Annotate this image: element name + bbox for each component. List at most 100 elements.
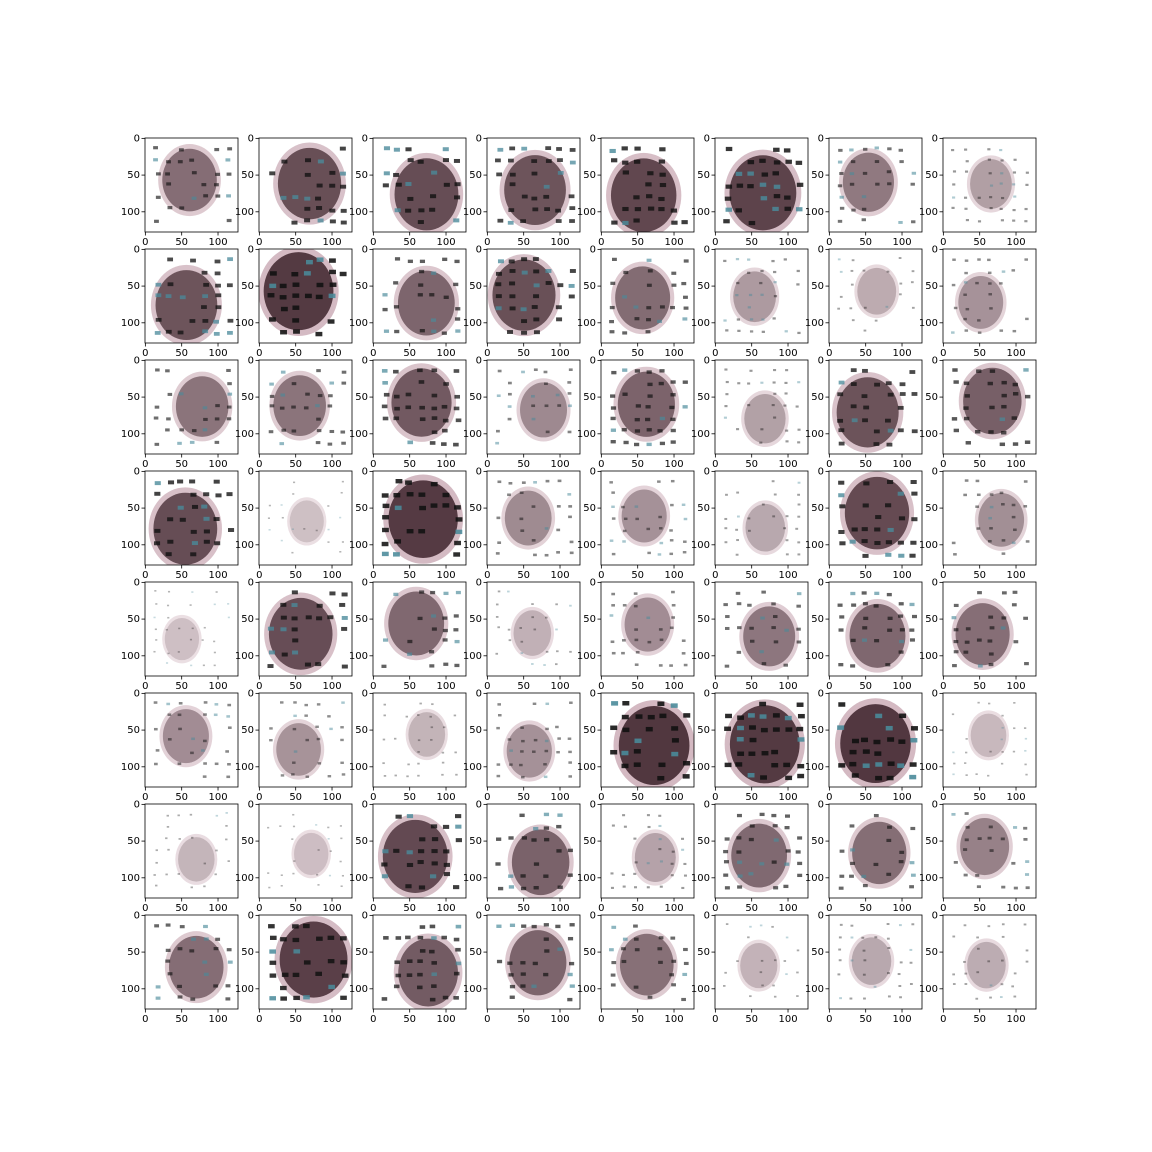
artifact xyxy=(861,527,868,532)
blob-core xyxy=(955,603,1010,666)
artifact xyxy=(773,270,777,274)
artifact xyxy=(509,749,513,752)
artifact xyxy=(910,281,914,284)
artifact xyxy=(797,503,801,506)
artifact xyxy=(495,603,499,606)
artifact xyxy=(533,294,540,299)
artifact xyxy=(203,529,210,534)
artifact xyxy=(773,368,777,372)
artifact xyxy=(545,281,552,285)
artifact xyxy=(647,206,655,211)
artifact xyxy=(1001,503,1005,506)
artifact xyxy=(735,762,743,767)
x-tick-label: 0 xyxy=(712,237,718,248)
artifact xyxy=(454,394,461,399)
y-tick-label: 50 xyxy=(925,947,938,958)
artifact xyxy=(634,738,642,744)
artifact xyxy=(622,331,628,335)
x-tick-label: 100 xyxy=(664,237,683,248)
artifact xyxy=(797,515,801,518)
axes-frame xyxy=(942,581,1037,677)
axes-frame xyxy=(258,692,353,788)
artifact xyxy=(567,381,572,384)
artifact xyxy=(749,639,755,643)
artifact xyxy=(165,552,172,557)
artifact xyxy=(977,196,981,199)
artifact xyxy=(850,664,856,668)
y-tick-label: 50 xyxy=(583,947,596,958)
artifact xyxy=(977,258,981,261)
artifact xyxy=(520,652,524,655)
artifact xyxy=(190,836,194,839)
artifact xyxy=(383,171,390,176)
artifact xyxy=(725,713,732,719)
artifact xyxy=(861,394,868,399)
artifact xyxy=(394,329,400,334)
x-tick-label: 0 xyxy=(598,348,604,359)
artifact xyxy=(454,259,460,264)
artifact xyxy=(759,281,763,285)
artifact xyxy=(443,591,449,596)
artifact xyxy=(203,539,210,544)
artifact xyxy=(1012,171,1017,174)
artifact xyxy=(772,824,778,828)
artifact xyxy=(453,369,460,373)
artifact xyxy=(622,701,630,706)
artifact xyxy=(507,392,512,396)
artifact xyxy=(965,738,968,740)
artifact xyxy=(177,479,184,484)
y-tick-label: 0 xyxy=(590,688,596,699)
y-tick-label: 50 xyxy=(355,947,368,958)
artifact xyxy=(569,540,574,544)
artifact xyxy=(544,749,549,753)
artifact xyxy=(989,369,996,373)
artifact xyxy=(873,862,879,867)
artifact xyxy=(292,813,295,816)
y-tick-label: 100 xyxy=(463,651,482,662)
artifact xyxy=(509,269,516,273)
artifact xyxy=(315,196,322,201)
artifact xyxy=(747,306,751,309)
artifact xyxy=(544,837,550,842)
artifact xyxy=(963,406,969,410)
blob-core xyxy=(273,375,326,437)
artifact xyxy=(898,739,906,744)
blob-core xyxy=(408,712,446,757)
artifact xyxy=(634,159,641,164)
artifact xyxy=(736,602,742,606)
artifact xyxy=(735,171,743,176)
x-tick-label: 50 xyxy=(403,459,416,470)
x-tick-label: 50 xyxy=(289,681,302,692)
image xyxy=(715,804,808,898)
y-tick-label: 100 xyxy=(691,207,710,218)
artifact xyxy=(429,650,435,654)
artifact xyxy=(862,749,870,754)
x-tick-label: 50 xyxy=(859,348,872,359)
artifact xyxy=(658,159,666,164)
artifact xyxy=(280,539,283,542)
artifact xyxy=(783,148,791,153)
y-tick-label: 0 xyxy=(590,355,596,366)
artifact xyxy=(417,959,423,963)
artifact xyxy=(838,702,846,707)
artifact xyxy=(508,481,513,485)
y-tick-label: 0 xyxy=(932,688,938,699)
artifact xyxy=(670,874,674,877)
artifact xyxy=(443,872,451,877)
artifact xyxy=(293,714,297,718)
artifact xyxy=(226,194,231,198)
artifact xyxy=(315,725,319,728)
artifact xyxy=(862,418,868,423)
artifact xyxy=(1000,219,1004,222)
y-tick-label: 50 xyxy=(241,836,254,847)
artifact xyxy=(953,553,957,556)
artifact xyxy=(508,639,512,642)
image xyxy=(715,693,808,787)
artifact xyxy=(453,971,460,976)
artifact xyxy=(291,627,298,632)
artifact xyxy=(1025,171,1029,174)
artifact xyxy=(303,995,310,1000)
